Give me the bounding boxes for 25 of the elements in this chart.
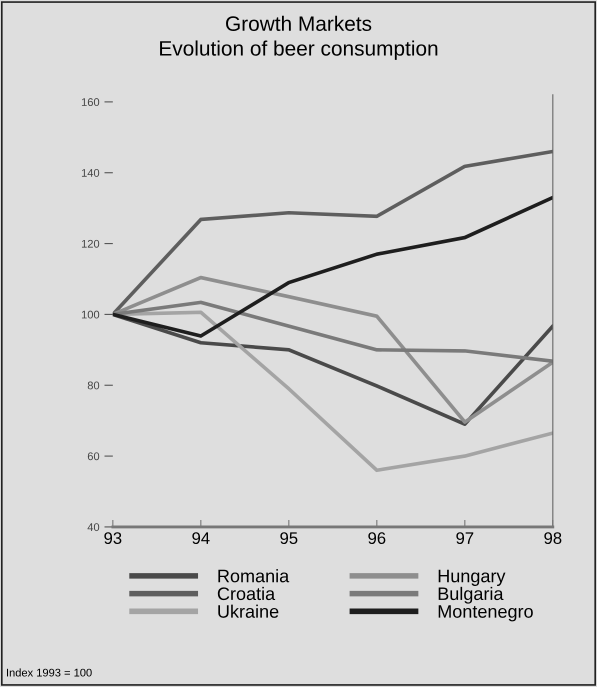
y-tick-label: 80	[88, 382, 100, 390]
legend-label: Croatia	[218, 586, 276, 600]
x-tick-label: 93	[104, 532, 122, 544]
line-series	[112, 300, 553, 363]
x-tick-label: 96	[368, 532, 386, 544]
y-tick-label: 40	[88, 523, 100, 532]
line-series	[112, 196, 553, 338]
line-series	[112, 276, 553, 424]
y-tick-label: 140	[82, 168, 100, 177]
legend-label: Romania	[218, 569, 290, 582]
legend-label: Ukraine	[218, 604, 278, 618]
x-tick-label: 94	[192, 532, 210, 544]
chart-title: Growth Markets	[226, 16, 372, 32]
x-tick-label: 95	[280, 532, 298, 544]
legend-label: Montenegro	[438, 605, 533, 622]
y-tick-label: 60	[88, 452, 100, 460]
y-tick-label: 120	[82, 240, 100, 248]
x-tick-label: 98	[544, 532, 562, 544]
legend-label: Hungary	[438, 570, 506, 586]
legend-label: Bulgaria	[438, 586, 504, 604]
chart-subtitle: Evolution of beer consumption	[160, 40, 438, 60]
x-tick-label: 97	[456, 532, 474, 544]
y-tick-label: 160	[82, 98, 100, 106]
text: Index 1993 = 100	[6, 668, 92, 677]
y-tick-label: 100	[82, 310, 100, 319]
